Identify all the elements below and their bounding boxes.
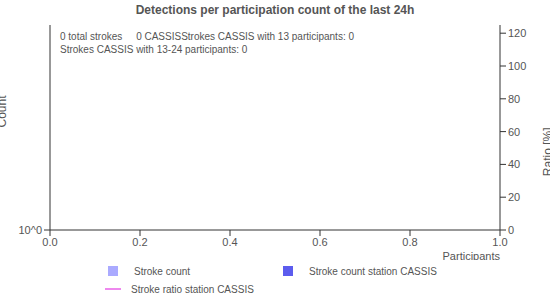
html-text:Detections per participation c: Detections per participation count of th… bbox=[135, 3, 415, 17]
svg-text:0.4: 0.4 bbox=[222, 236, 237, 248]
html-text:Stroke count station CASSIS: Stroke count station CASSIS bbox=[309, 265, 437, 277]
svg-text:Count: Count bbox=[8, 95, 9, 128]
svg-text:1.0: 1.0 bbox=[492, 236, 507, 248]
svg-text:0.2: 0.2 bbox=[132, 236, 147, 248]
svg-text:0: 0 bbox=[508, 224, 514, 236]
svg-text:Participants: Participants bbox=[443, 250, 501, 260]
svg-text:0.0: 0.0 bbox=[42, 236, 57, 248]
svg-text:120: 120 bbox=[508, 27, 526, 39]
svg-text:100: 100 bbox=[508, 60, 526, 72]
svg-text:20: 20 bbox=[508, 191, 520, 203]
html-text:Strokes CASSIS with 13-24 part: Strokes CASSIS with 13-24 participants: … bbox=[60, 44, 248, 55]
svg-text:0.8: 0.8 bbox=[402, 236, 417, 248]
svg-text:80: 80 bbox=[508, 93, 520, 105]
svg-text:0.6: 0.6 bbox=[312, 236, 327, 248]
html-text:0 total strokes 0 CASSISStroke: 0 total strokes 0 CASSISStrokes CASSIS w… bbox=[60, 31, 354, 42]
svg-text:40: 40 bbox=[508, 158, 520, 170]
svg-text:60: 60 bbox=[508, 126, 520, 138]
html-text:Stroke count: Stroke count bbox=[134, 265, 191, 277]
svg-text:10^0: 10^0 bbox=[18, 224, 42, 236]
html-text:Stroke ratio station CASSIS: Stroke ratio station CASSIS bbox=[131, 283, 254, 295]
svg-text:Ratio [%]: Ratio [%] bbox=[541, 128, 542, 177]
